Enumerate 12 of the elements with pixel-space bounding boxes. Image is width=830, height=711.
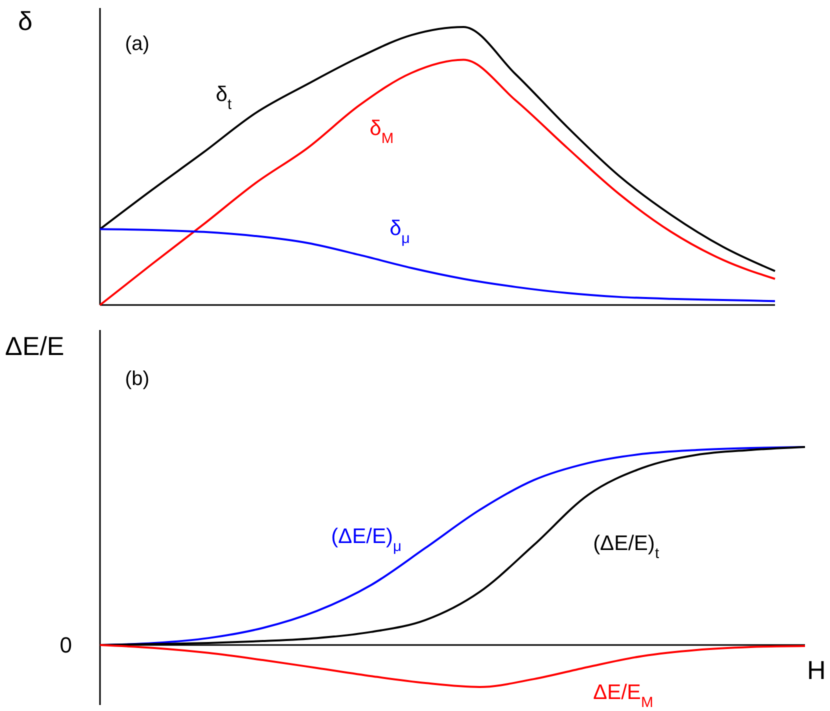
series-label: (ΔE/E)$_{μ}$ — [331, 525, 402, 556]
annotation: (a) — [125, 33, 150, 55]
series-label: ΔE/E$_{M}$ — [593, 680, 654, 711]
y-axis-title: ΔE/E — [5, 331, 64, 361]
text: 0 — [60, 632, 72, 658]
y-axis-title: δ — [18, 6, 32, 36]
text: (b) — [125, 368, 150, 390]
x-axis-title: H — [807, 655, 826, 685]
series-label: (ΔE/E)$_{t}$ — [593, 532, 660, 562]
series-label: δ$_{t}$ — [216, 82, 232, 113]
series-label: δ$_{μ}$ — [390, 216, 410, 247]
series-label: δ$_{M}$ — [370, 117, 394, 148]
